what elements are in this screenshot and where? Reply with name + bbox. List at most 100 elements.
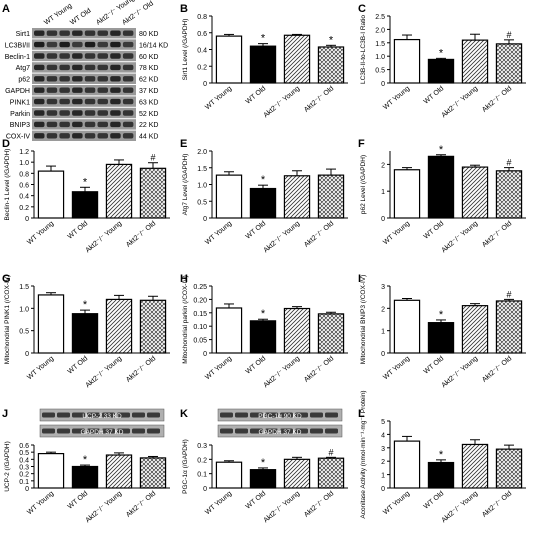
blot-band bbox=[59, 98, 70, 105]
blot-band bbox=[84, 30, 96, 36]
y-tick-label: 0.05 bbox=[193, 338, 207, 345]
blot-band bbox=[72, 110, 83, 116]
x-tick-label: Akt2⁻/⁻ Old bbox=[303, 490, 335, 519]
blot-band bbox=[34, 110, 45, 116]
blot-label: GAPDH 37 KD bbox=[81, 429, 124, 436]
x-tick-label: Akt2⁻/⁻ Old bbox=[303, 355, 335, 384]
y-tick-label: 0.4 bbox=[197, 48, 207, 55]
x-tick-label: WT Old bbox=[423, 220, 446, 241]
blot-band bbox=[97, 64, 108, 71]
blot-band bbox=[235, 412, 248, 418]
blot-protein-label: Sirt1 bbox=[16, 31, 31, 38]
y-tick-label: 0.25 bbox=[193, 284, 207, 291]
blot-protein-label: BNIP3 bbox=[10, 122, 30, 129]
blot-band bbox=[220, 428, 233, 434]
bar bbox=[495, 448, 523, 489]
blot-band bbox=[265, 428, 278, 434]
y-tick-label: 0 bbox=[381, 486, 385, 493]
bar bbox=[105, 163, 133, 219]
blot-band bbox=[84, 110, 96, 116]
blot-size-label: 62 KD bbox=[139, 77, 158, 84]
blot-size-label: 78 KD bbox=[139, 65, 158, 72]
y-tick-label: 0 bbox=[203, 486, 207, 493]
blot-band bbox=[72, 53, 83, 59]
blot-band bbox=[42, 412, 55, 418]
y-tick-label: 1.5 bbox=[375, 41, 385, 48]
blot-band bbox=[122, 98, 134, 105]
x-tick-label: WT Young bbox=[382, 220, 411, 246]
y-axis-label: p62 Level (/GAPDH) bbox=[360, 155, 367, 214]
x-tick-label: Akt2⁻/⁻ Young bbox=[262, 355, 301, 389]
x-tick-label: Akt2⁻/⁻ Old bbox=[125, 355, 157, 384]
y-axis-label: Sirt1 Level (/GAPDH) bbox=[182, 19, 189, 81]
blot-band bbox=[122, 121, 134, 128]
bar bbox=[393, 440, 421, 489]
y-axis-label: Beclin-1 Level (/GAPDH) bbox=[4, 149, 11, 221]
blot-band bbox=[46, 87, 58, 93]
bar bbox=[317, 313, 345, 354]
blot-band bbox=[34, 53, 45, 59]
blot-band bbox=[57, 428, 70, 434]
x-tick-label: WT Old bbox=[67, 490, 90, 511]
y-axis-label: Mitochondrial BNIP3 (/COX-IV) bbox=[360, 275, 367, 365]
x-tick-label: WT Young bbox=[204, 490, 233, 516]
x-tick-label: WT Young bbox=[382, 85, 411, 111]
y-tick-label: 0.2 bbox=[19, 205, 29, 212]
blot-size-label: 22 KD bbox=[139, 122, 158, 129]
y-tick-label: 0 bbox=[25, 216, 29, 223]
blot-band bbox=[110, 30, 121, 36]
y-tick-label: 1.0 bbox=[19, 160, 29, 167]
x-tick-label: Akt2⁻/⁻ Young bbox=[84, 355, 123, 389]
y-tick-label: 1.0 bbox=[19, 306, 29, 313]
y-tick-label: 2 bbox=[381, 162, 385, 169]
blot-band bbox=[110, 110, 121, 116]
bar bbox=[283, 175, 311, 219]
y-axis-label: PGC-1α (/GAPDH) bbox=[182, 439, 189, 494]
blot-protein-label: p62 bbox=[18, 77, 30, 84]
blot-band bbox=[72, 76, 83, 82]
significance-mark: # bbox=[506, 30, 511, 40]
panel-k: K PGC-1α 90 KD GAPDH 37 KD 0 0.1 0.2 0.3 PGC-1α… bbox=[180, 408, 348, 524]
x-tick-label: Akt2⁻/⁻ Young bbox=[440, 220, 479, 254]
y-tick-label: 0.5 bbox=[197, 199, 207, 206]
blot-size-label: 16/14 KD bbox=[139, 42, 168, 49]
bar bbox=[249, 45, 277, 84]
y-tick-label: 0 bbox=[25, 486, 29, 493]
panel-label: L bbox=[358, 408, 365, 420]
x-tick-label: Akt2⁻/⁻ Old bbox=[303, 220, 335, 249]
blot-band bbox=[34, 64, 45, 71]
bar bbox=[71, 313, 99, 354]
blot-band bbox=[34, 133, 45, 139]
bar bbox=[495, 43, 523, 84]
blot-band bbox=[295, 412, 308, 418]
x-tick-label: WT Young bbox=[382, 355, 411, 381]
significance-mark: * bbox=[83, 299, 88, 311]
bar bbox=[215, 307, 243, 354]
y-axis-label: Mitochondrial parkin (/COX-IV) bbox=[182, 275, 189, 364]
blot-band bbox=[34, 87, 45, 93]
blot-size-label: 80 KD bbox=[139, 31, 158, 38]
blot-strip bbox=[32, 85, 136, 96]
panel-a: A Sirt1 80 KD LC3BI/II 16/14 KD Beclin-1 60 KD… bbox=[2, 0, 168, 141]
significance-mark: # bbox=[506, 289, 511, 299]
panel-label: F bbox=[358, 138, 365, 150]
blot-band bbox=[46, 64, 58, 71]
bar bbox=[249, 469, 277, 489]
y-axis-label: LC3B-II-to-LC3B-I Ratio bbox=[360, 15, 367, 84]
blot-band bbox=[97, 98, 108, 105]
blot-band bbox=[122, 76, 134, 82]
blot-protein-label: GAPDH bbox=[5, 88, 30, 95]
panel-i: I 0 1 2 3 Mitochondrial BNIP3 (/COX-IV) WT You… bbox=[358, 273, 526, 389]
blot-strip bbox=[32, 119, 136, 130]
x-tick-label: Akt2⁻/⁻ Young bbox=[262, 85, 301, 119]
y-tick-label: 2 bbox=[381, 306, 385, 313]
x-tick-label: WT Old bbox=[423, 490, 446, 511]
blot-band bbox=[34, 98, 45, 105]
x-tick-label: WT Old bbox=[423, 85, 446, 106]
bar bbox=[317, 174, 345, 219]
blot-band bbox=[122, 64, 134, 71]
bar bbox=[105, 454, 133, 489]
y-tick-label: 2 bbox=[381, 459, 385, 466]
bar bbox=[393, 38, 421, 84]
blot-band bbox=[280, 428, 293, 434]
